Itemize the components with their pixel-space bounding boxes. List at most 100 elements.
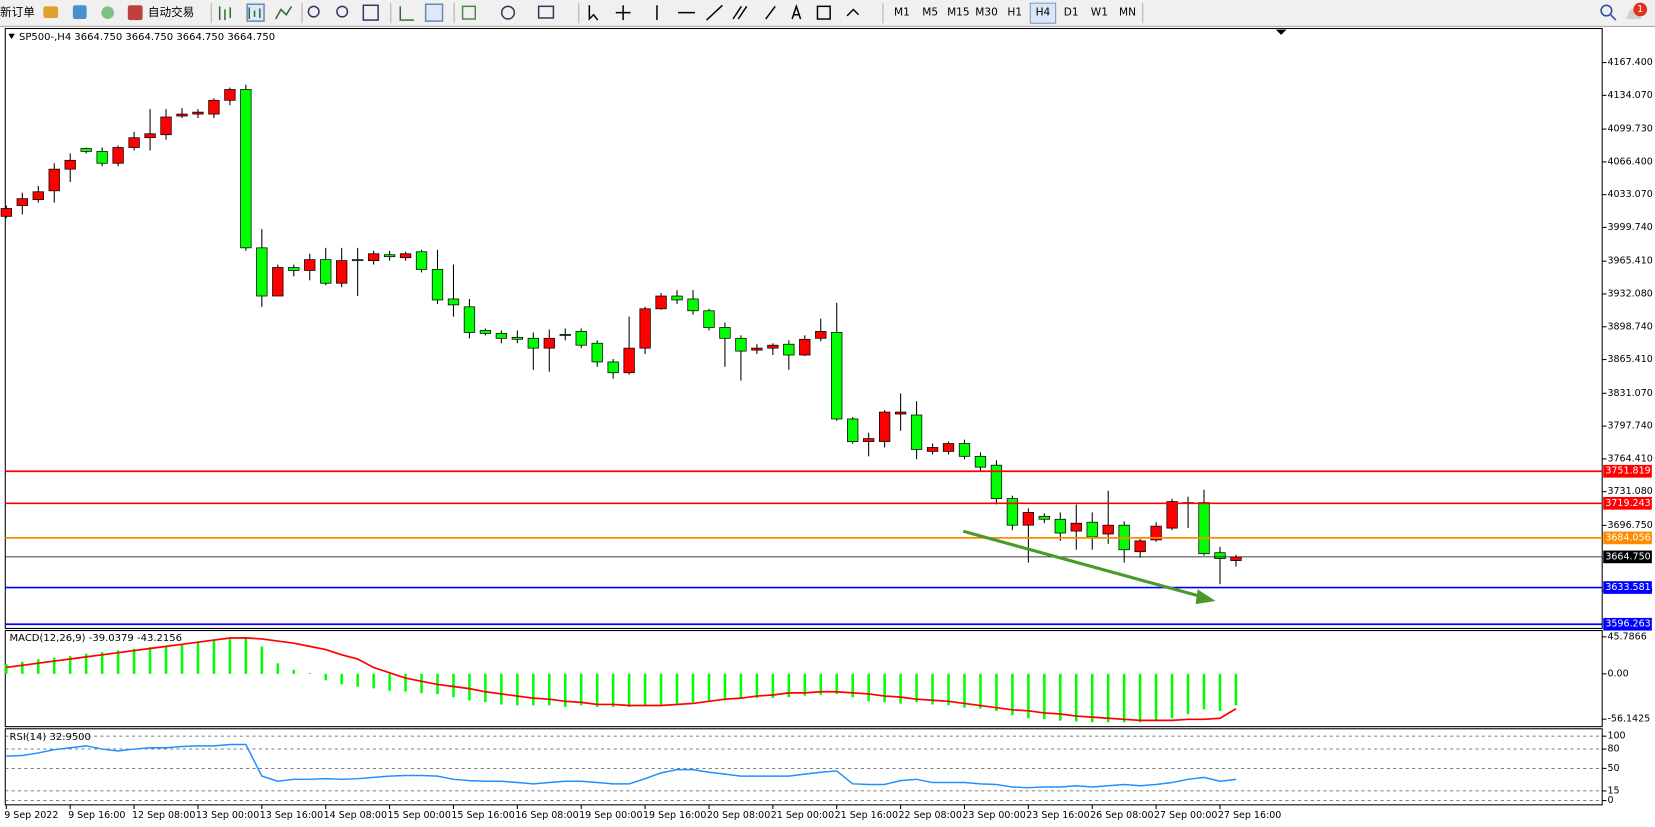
candle-icon[interactable]: [248, 7, 261, 20]
timeframe-button[interactable]: M5: [922, 7, 938, 19]
x-tick-label: 19 Sep 00:00: [579, 810, 642, 821]
toolbar-bg: [0, 0, 1655, 27]
indicators-icon[interactable]: [461, 5, 477, 20]
macd-bar: [723, 673, 727, 701]
notification-count: 1: [1637, 4, 1643, 15]
new-order-button[interactable]: 新订单: [0, 5, 35, 19]
channel-icon[interactable]: [732, 5, 748, 20]
candle-body: [1198, 502, 1210, 555]
x-tick-label: 13 Sep 16:00: [260, 810, 323, 821]
bar-chart-icon[interactable]: [218, 6, 231, 21]
shift-icon[interactable]: [424, 3, 444, 22]
timeframe-button[interactable]: W1: [1091, 7, 1108, 19]
candle-body: [942, 443, 955, 452]
timeframe-button[interactable]: M1: [894, 7, 910, 19]
y-tick-label: 3764.410: [1607, 453, 1652, 464]
trendline-icon[interactable]: [706, 4, 723, 21]
candle-body: [735, 337, 747, 352]
y-tick-label: 50: [1607, 763, 1619, 774]
x-tick-label: 27 Sep 00:00: [1154, 810, 1217, 821]
candle-body: [543, 337, 555, 349]
candle-body: [703, 310, 715, 328]
crosshair-icon[interactable]: [615, 5, 631, 21]
macd-bar: [1218, 673, 1222, 711]
candle-body: [112, 147, 124, 164]
templates-icon[interactable]: [537, 5, 555, 19]
x-tick-label: 23 Sep 00:00: [962, 810, 1025, 821]
zoom-out-icon[interactable]: [336, 5, 349, 18]
market-watch-icon[interactable]: [43, 6, 59, 18]
x-tick-label: 15 Sep 16:00: [451, 810, 514, 821]
tile-icon[interactable]: [362, 4, 379, 21]
candle-body: [288, 267, 300, 271]
price-level-box: [1603, 496, 1652, 510]
arrows-icon[interactable]: [846, 8, 860, 17]
fibo-icon[interactable]: [765, 5, 776, 20]
price-level-box: [1603, 464, 1652, 478]
macd-bar: [180, 643, 184, 674]
label-icon[interactable]: [816, 5, 831, 20]
macd-bar: [1154, 673, 1158, 721]
candle-body: [1102, 524, 1114, 535]
zoom-in-icon[interactable]: [307, 5, 320, 18]
macd-bar: [132, 648, 136, 674]
line-chart-icon[interactable]: [275, 5, 293, 20]
signals-icon[interactable]: [101, 6, 115, 20]
timeframe-button[interactable]: MN: [1119, 7, 1136, 19]
rsi-frame: [4, 728, 1603, 806]
x-tick-label: 14 Sep 08:00: [324, 810, 387, 821]
candle-body: [304, 259, 316, 271]
candle-body: [352, 259, 364, 262]
macd-title: MACD(12,26,9) -39.0379 -43.2156: [10, 633, 182, 644]
timeframe-active: [1029, 2, 1057, 24]
autoscroll-icon[interactable]: [399, 6, 415, 21]
candle-body: [176, 113, 188, 117]
candle-body: [719, 327, 731, 339]
main-frame: [4, 27, 1603, 629]
macd-bar: [372, 673, 375, 689]
chart-title: SP500-,H4 3664.750 3664.750 3664.750 366…: [19, 32, 275, 43]
macd-bar: [915, 673, 918, 703]
macd-bar: [148, 647, 152, 674]
candle-body: [990, 464, 1003, 499]
candle-body: [383, 254, 396, 258]
navigator-icon[interactable]: [72, 5, 87, 20]
y-tick-label: 3965.410: [1607, 256, 1652, 267]
search-icon[interactable]: [1600, 4, 1613, 17]
candle-body: [878, 411, 891, 442]
macd-bar: [963, 673, 966, 708]
candle-body: [1230, 556, 1242, 561]
timeframe-button[interactable]: M30: [975, 7, 998, 19]
periods-icon[interactable]: [500, 5, 516, 20]
macd-bar: [324, 673, 327, 681]
macd-bar: [931, 673, 934, 705]
timeframe-button[interactable]: M15: [947, 7, 970, 19]
y-tick-label: 4066.400: [1607, 156, 1652, 167]
candle-body: [783, 343, 795, 356]
macd-bar: [1170, 673, 1174, 719]
price-level-box: [1603, 550, 1652, 564]
timeframe-button[interactable]: H4: [1036, 7, 1051, 19]
cursor-icon[interactable]: [588, 5, 599, 21]
macd-bar: [595, 673, 599, 707]
rsi-title: RSI(14) 32.9500: [10, 732, 91, 743]
candle-body: [495, 333, 508, 339]
shift-marker: [1275, 29, 1287, 35]
y-tick-label: -56.1425: [1607, 714, 1650, 725]
timeframe-button[interactable]: H1: [1007, 7, 1022, 19]
text-icon[interactable]: [791, 3, 802, 20]
price-level-label: 3596.263: [1605, 619, 1650, 630]
macd-bar: [611, 673, 615, 707]
macd-bar: [1027, 673, 1030, 719]
auto-trading-icon[interactable]: [127, 5, 143, 21]
candle-body: [958, 443, 971, 457]
candle-body: [559, 334, 571, 336]
x-tick-label: 26 Sep 08:00: [1090, 810, 1153, 821]
auto-trading-button[interactable]: 自动交易: [148, 5, 194, 19]
macd-bar: [851, 673, 854, 698]
price-level-box: [1603, 531, 1652, 545]
timeframe-button[interactable]: D1: [1064, 7, 1079, 19]
price-level-label: 3664.750: [1605, 551, 1650, 562]
macd-bar: [1234, 673, 1238, 706]
